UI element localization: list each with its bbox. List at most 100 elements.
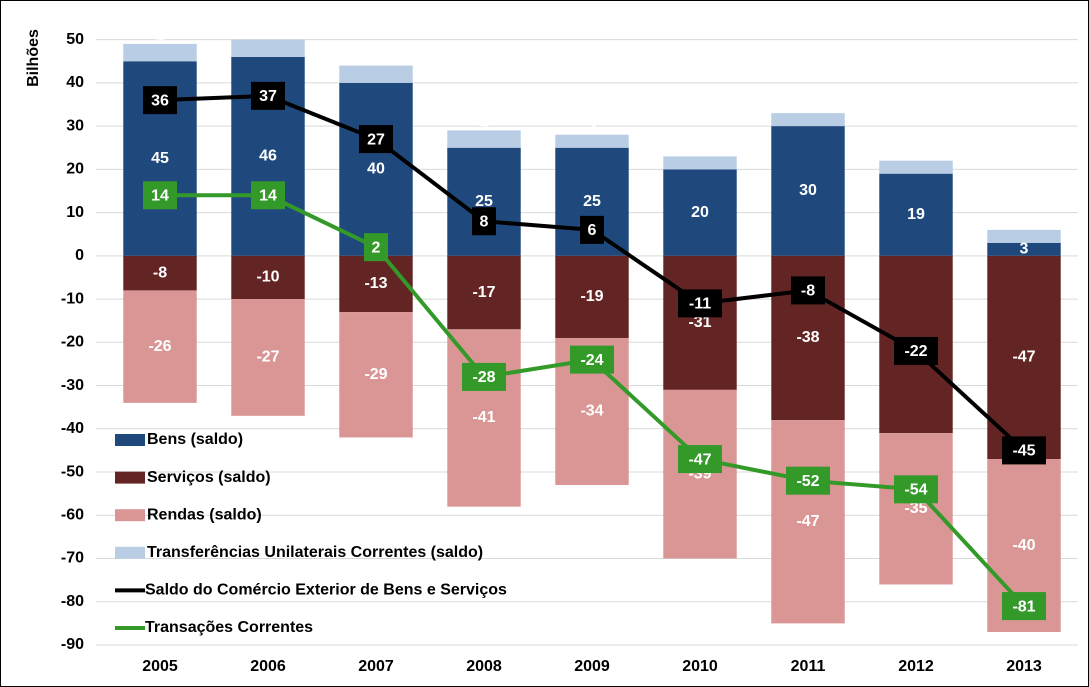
data-label: -28 [472,369,495,386]
data-label: 3 [804,98,813,115]
data-label: 20 [691,204,709,221]
bar-segment [771,126,845,256]
bar-segment [663,389,737,559]
bar-segment [231,299,305,416]
y-tick-label: 20 [66,161,84,178]
data-label: -10 [256,269,279,286]
data-label: -47 [688,451,711,468]
data-label: 2 [372,239,381,256]
data-label: 4 [264,25,273,42]
x-tick-label: 2011 [791,658,826,675]
label-box [894,336,938,365]
data-label: -45 [1012,443,1035,460]
y-tick-label: -20 [61,334,84,351]
legend-swatch [115,471,145,484]
legend-label: Serviços (saldo) [147,469,271,486]
legend-label: Transações Correntes [145,619,313,636]
legend-label: Saldo do Comércio Exterior de Bens e Ser… [145,582,507,599]
y-tick-label: 40 [66,74,84,91]
label-box [678,289,722,318]
x-tick-label: 2006 [250,658,286,675]
label-box [462,362,506,391]
y-tick-label: 50 [66,31,84,48]
bar-segment [447,255,521,330]
data-label: 25 [583,193,601,210]
data-label: 46 [259,148,277,165]
data-label: 3 [1020,215,1029,232]
data-label: -47 [1012,349,1035,366]
data-label: 4 [372,51,381,68]
x-tick-label: 2012 [898,658,934,675]
data-label: 14 [259,188,277,205]
y-tick-label: -70 [61,550,84,567]
legend-swatch [115,546,145,559]
bar-segment [663,255,737,390]
data-label: 4 [156,29,165,46]
bar-segment [879,433,953,585]
y-tick-label: -40 [61,420,84,437]
data-label: 6 [588,222,597,239]
bar-segment [987,242,1061,256]
label-box [251,81,285,110]
label-box [570,345,614,374]
label-box [894,475,938,504]
data-label: 37 [259,88,277,105]
data-label: -29 [364,366,387,383]
y-tick-label: -90 [61,636,84,653]
y-tick-label: -30 [61,377,84,394]
data-label: -35 [904,500,927,517]
bar-segment [771,113,845,127]
label-box [786,466,830,495]
bar-segment [123,255,197,291]
y-tick-label: 0 [75,247,84,264]
data-label: -26 [148,338,171,355]
data-label: -34 [580,403,603,420]
x-tick-label: 2005 [142,658,178,675]
label-box [1002,592,1046,621]
data-label: -41 [472,409,495,426]
bar-segment [771,420,845,624]
data-label: -31 [688,314,711,331]
y-tick-label: -80 [61,593,84,610]
data-label: -52 [796,473,819,490]
data-label: 36 [151,92,169,109]
data-label: 14 [151,188,169,205]
y-tick-label: -10 [61,290,84,307]
y-axis-title: Bilhões [25,29,42,87]
label-box [678,445,722,474]
label-box [791,276,825,305]
label-box [143,181,177,210]
data-label: 27 [367,131,385,148]
y-tick-label: 30 [66,117,84,134]
y-tick-label: -60 [61,506,84,523]
bar-segment [663,156,737,170]
bar-segment [447,130,521,148]
y-tick-label: 10 [66,204,84,221]
x-tick-label: 2007 [358,658,394,675]
data-label: 4 [480,116,489,133]
label-box [251,181,285,210]
bar-segment [339,255,413,313]
data-label: -13 [364,275,387,292]
data-label: -54 [904,482,927,499]
bar-segment [447,329,521,507]
y-tick-label: -50 [61,463,84,480]
data-label: -11 [689,296,711,313]
bar-segment [339,312,413,438]
label-box [580,215,604,244]
legend-swatch [115,509,145,522]
legend-label: Rendas (saldo) [147,506,262,523]
data-label: 45 [151,150,169,167]
label-box [143,86,177,115]
data-label: 3 [912,146,921,163]
x-tick-label: 2008 [466,658,502,675]
x-tick-label: 2010 [682,658,718,675]
bar-segment [555,134,629,148]
bar-segment [339,65,413,83]
bar-segment [879,160,953,174]
data-label: -81 [1012,598,1035,615]
data-label: -24 [580,352,603,369]
data-label: -27 [256,349,279,366]
bar-segment [879,173,953,256]
